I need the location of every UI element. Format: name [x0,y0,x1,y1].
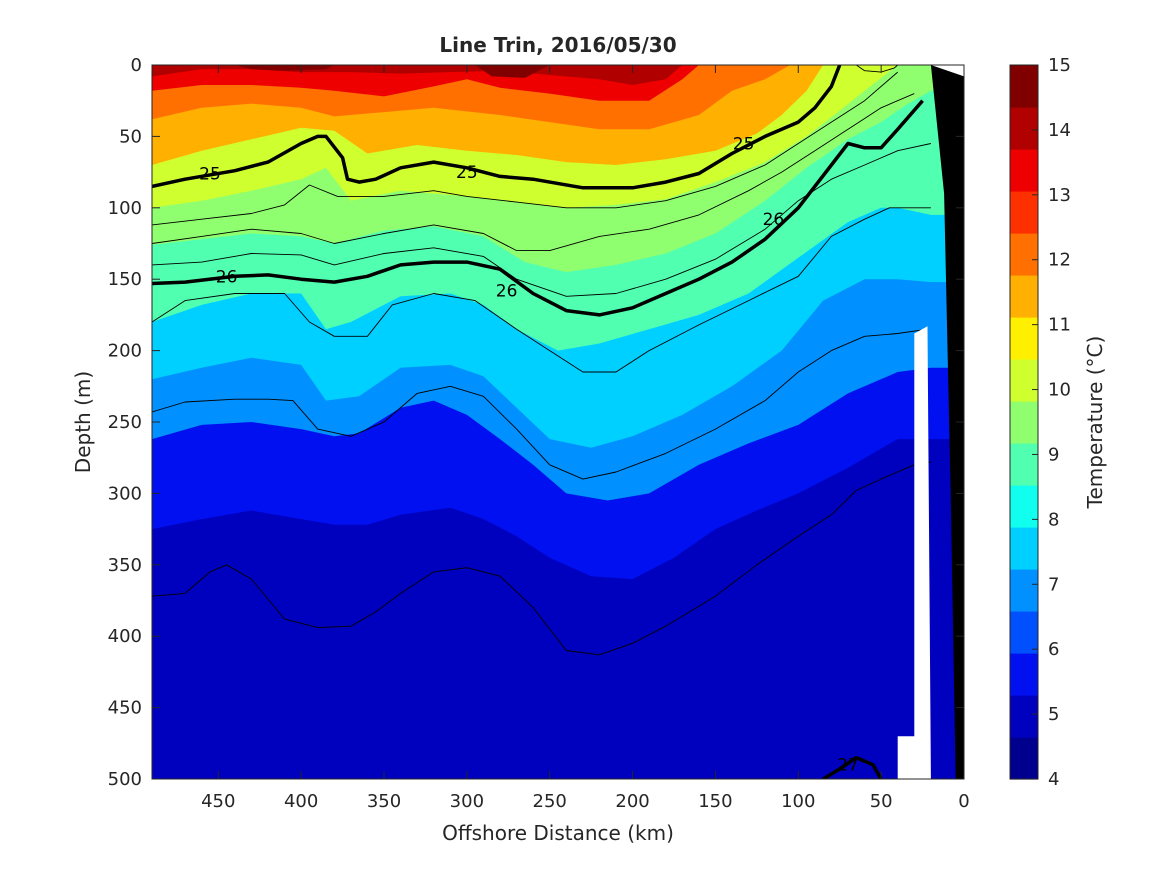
plot-area: 25 25 25 26 26 26 27 [152,65,964,779]
colorbar-band [1010,611,1038,654]
y-tick-label: 50 [119,126,142,147]
colorbar-tick-label: 10 [1048,380,1071,401]
colorbar-band [1010,275,1038,318]
y-tick-label: 150 [108,269,142,290]
x-tick-label: 400 [284,791,318,812]
x-tick-label: 200 [615,791,649,812]
density-contour [152,143,931,297]
x-tick-label: 0 [958,791,969,812]
y-tick-label: 350 [108,555,142,576]
colorbar-band [1010,527,1038,570]
colorbar-tick-label: 6 [1048,639,1059,660]
colorbar-tick-label: 11 [1048,315,1071,336]
contour-label: 25 [733,135,755,155]
seabed [930,65,964,779]
density-contours [152,65,931,779]
x-tick-label: 100 [781,791,815,812]
colorbar-band [1010,443,1038,486]
density-contour-25 [152,65,842,190]
y-tick-label: 450 [108,698,142,719]
chart-title: Line Trin, 2016/05/30 [439,33,676,57]
colorbar-band [1010,317,1038,360]
colorbar-band [1010,233,1038,276]
x-tick-label: 450 [201,791,235,812]
density-contour-26 [152,99,924,317]
colorbar-bands [1010,65,1038,780]
colorbar-band [1010,107,1038,150]
colorbar-band [1010,485,1038,528]
temperature-band-warm-core [234,65,335,71]
x-axis-label: Offshore Distance (km) [442,821,674,845]
temperature-band-warm-core [475,65,550,78]
y-tick-label: 500 [108,769,142,790]
y-tick-label: 0 [131,55,142,76]
no-data-strip [930,65,964,77]
colorbar-tick-label: 8 [1048,509,1059,530]
colorbar-band [1010,653,1038,696]
y-tick-label: 300 [108,483,142,504]
colorbar-band [1010,65,1038,108]
colorbar-band [1010,737,1038,780]
x-axis-ticks: 450 400 350 300 250 200 150 100 50 0 [201,65,970,812]
density-contour [152,207,931,373]
y-axis-ticks: 0 50 100 150 200 250 300 350 400 450 500 [108,55,964,790]
x-tick-label: 50 [870,791,893,812]
colorbar-band [1010,695,1038,738]
y-tick-label: 250 [108,412,142,433]
colorbar-tick-label: 15 [1048,55,1071,76]
contour-label: 26 [763,210,785,230]
colorbar-band [1010,149,1038,192]
colorbar-band [1010,569,1038,612]
x-tick-label: 350 [367,791,401,812]
y-tick-label: 400 [108,626,142,647]
colorbar-tick-label: 12 [1048,250,1071,271]
density-contour-27 [822,755,883,779]
contour-label: 26 [496,282,518,302]
bathymetry-mask [897,65,964,779]
density-contour [152,328,928,480]
colorbar-label: Temperature (°C) [1083,336,1107,510]
colorbar-tick-label: 4 [1048,769,1059,790]
x-tick-label: 150 [698,791,732,812]
colorbar-tick-label: 7 [1048,574,1059,595]
contour-label: 25 [456,163,478,183]
colorbar-tick-label: 13 [1048,185,1071,206]
density-contour [152,93,915,252]
x-tick-label: 250 [533,791,567,812]
y-tick-label: 100 [108,198,142,219]
colorbar-ticks: 4 5 6 7 8 9 10 11 12 13 14 15 [1032,55,1071,790]
colorbar-band [1010,359,1038,402]
colorbar-band [1010,191,1038,234]
density-contour [152,71,898,226]
contour-label: 26 [216,267,238,287]
colorbar-frame [1009,64,1039,780]
contour-label: 25 [199,165,221,185]
temperature-band-14 [152,65,964,85]
contour-labels: 25 25 25 26 26 26 27 [199,135,859,776]
y-tick-label: 200 [108,341,142,362]
y-axis-label: Depth (m) [71,371,95,473]
temperature-bands [152,65,964,580]
colorbar-tick-label: 5 [1048,704,1059,725]
colorbar-tick-label: 14 [1048,120,1071,141]
temperature-band-13 [152,65,964,101]
density-contour [152,461,931,656]
no-data-strip [897,326,931,779]
x-tick-label: 300 [450,791,484,812]
colorbar-band [1010,401,1038,444]
contour-label: 27 [837,756,859,776]
colorbar: 4 5 6 7 8 9 10 11 12 13 14 15 Temperature (°C) [1009,55,1107,790]
colorbar-tick-label: 9 [1048,444,1059,465]
